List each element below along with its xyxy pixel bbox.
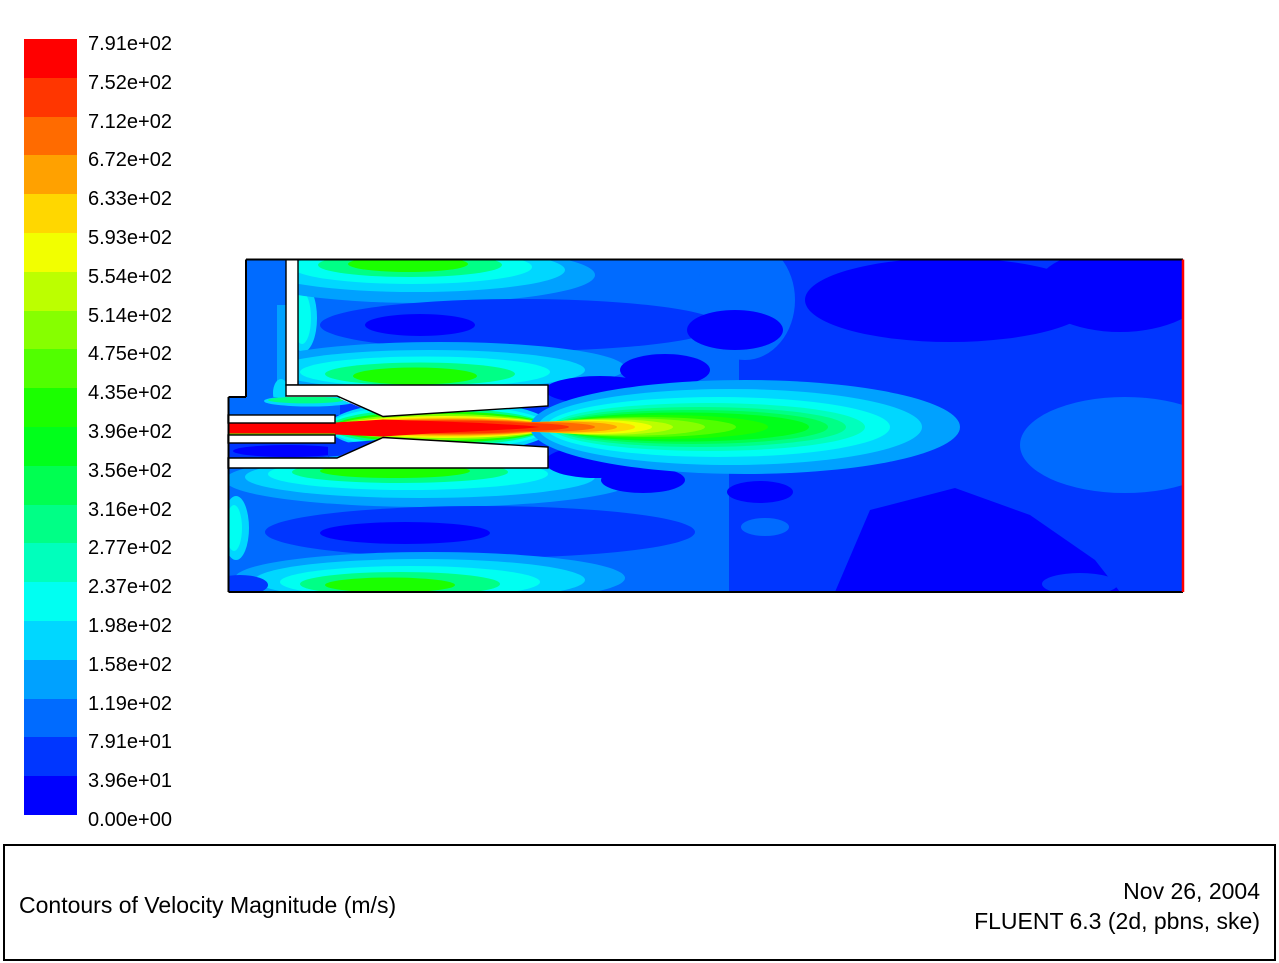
caption-solver: FLUENT 6.3 (2d, pbns, ske) [974,908,1260,934]
inlet-channel-contours [228,259,356,458]
colorbar-tick-label: 3.96e+02 [88,421,172,443]
colorbar-tick-label: 5.14e+02 [88,304,172,327]
colorbar-tick-label: 1.98e+02 [88,615,172,637]
colorbar-tick-label: 3.56e+02 [88,459,172,482]
colorbar-band [24,426,77,466]
colorbar-band [24,310,77,350]
colorbar-band [24,698,77,738]
upper-nozzle-wall [285,384,549,418]
colorbar-tick-label: 6.33e+02 [88,188,172,211]
velocity-colorbar [24,39,77,815]
colorbar-tick-label: 3.96e+01 [88,770,172,793]
colorbar-band [24,659,77,699]
fluid-contours [228,259,1183,592]
colorbar-tick-label: 7.52e+02 [88,71,172,94]
colorbar-tick-label: 4.75e+02 [88,343,172,366]
colorbar-tick-label: 5.93e+02 [88,227,172,249]
colorbar-band [24,737,77,777]
colorbar-tick-label: 4.35e+02 [88,382,172,405]
colorbar-tick-label: 2.37e+02 [88,576,172,599]
colorbar-tick-label: 7.12e+02 [88,110,172,133]
colorbar-tick-label: 3.16e+02 [88,498,172,521]
colorbar-band [24,271,77,311]
domain-outline [227,258,1183,593]
colorbar-band [24,504,77,544]
colorbar-tick-label: 1.19e+02 [88,692,172,715]
colorbar-band [24,39,77,78]
colorbar-band [24,465,77,505]
colorbar-band [24,776,77,815]
colorbar-tick-label: 7.91e+02 [88,33,172,55]
colorbar-band [24,582,77,621]
caption-stamp: Nov 26, 2004 FLUENT 6.3 (2d, pbns, ske) [974,876,1260,936]
colorbar-band [24,232,77,272]
colorbar-band [24,116,77,156]
caption-title: Contours of Velocity Magnitude (m/s) [19,892,397,918]
jet-halo-contours [441,380,960,474]
caption-date: Nov 26, 2004 [1123,878,1260,904]
colorbar-tick-label: 6.72e+02 [88,149,172,172]
colorbar-tick-label: 5.54e+02 [88,265,172,288]
ejector-walls [227,258,549,469]
colorbar-band [24,388,77,427]
colorbar-tick-label: 0.00e+00 [88,809,172,831]
inlet-divider-wall [285,258,299,386]
colorbar-tick-label: 7.91e+01 [88,731,172,754]
primary-tube-upper-wall [227,414,336,424]
colorbar-tick-label: 1.58e+02 [88,653,172,676]
colorbar-band [24,543,77,583]
colorbar-band [24,194,77,233]
colorbar-band [24,349,77,389]
colorbar-tick-label: 2.77e+02 [88,537,172,560]
primary-tube-lower-wall [227,434,336,444]
plot-caption-bar: Contours of Velocity Magnitude (m/s) Nov… [3,844,1276,961]
colorbar-band [24,77,77,117]
colorbar-band [24,620,77,660]
colorbar-band [24,155,77,195]
